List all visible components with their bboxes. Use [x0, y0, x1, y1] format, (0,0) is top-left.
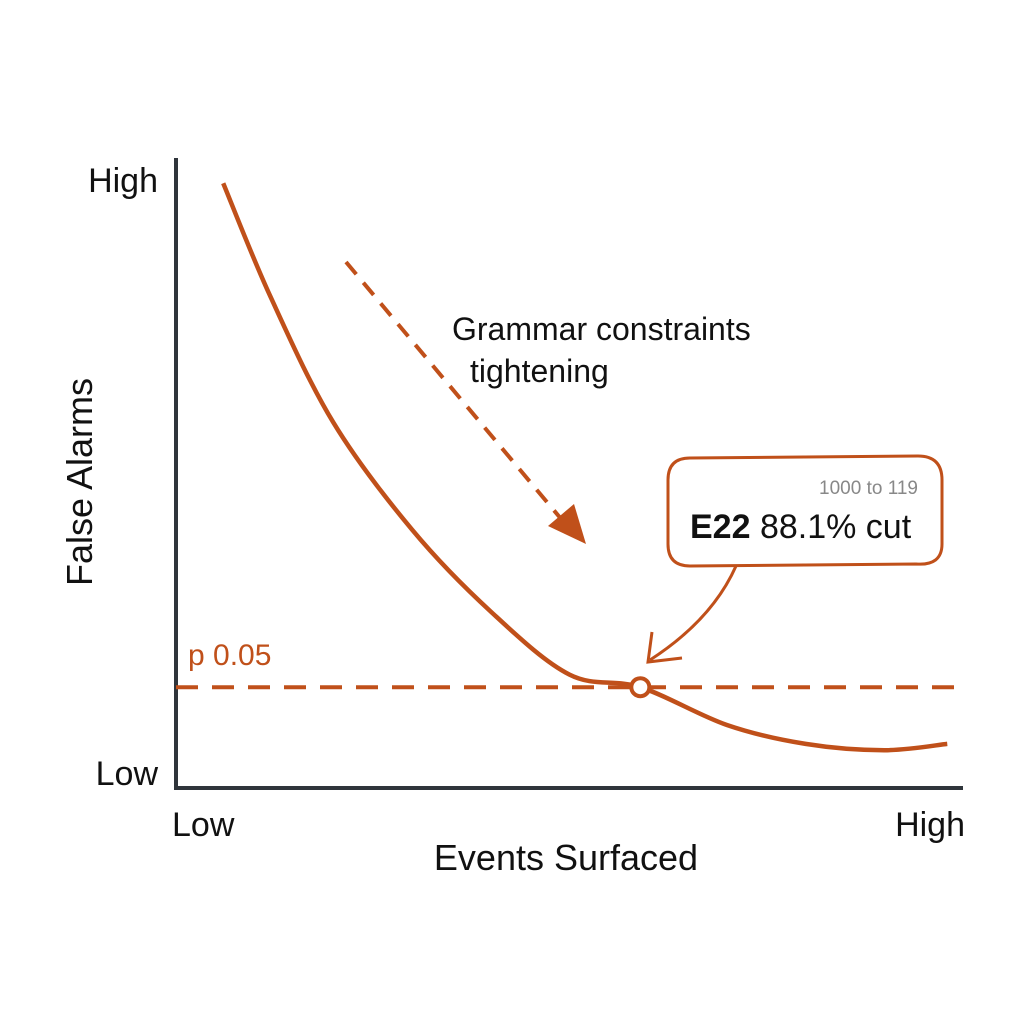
y-tick-label-low: Low — [96, 755, 159, 793]
y-axis-title: False Alarms — [59, 378, 100, 586]
series-line — [221, 182, 948, 753]
callout-pointer-head — [646, 631, 683, 664]
x-tick-label-high: High — [895, 806, 965, 844]
trend-label-line-2: tightening — [470, 353, 609, 389]
y-tick-label-high: High — [88, 162, 158, 200]
x-axis-title: Events Surfaced — [434, 837, 698, 878]
callout-pointer — [649, 565, 738, 662]
x-tick-label-low: Low — [172, 806, 235, 844]
intersection-marker — [629, 676, 652, 699]
callout-box — [666, 454, 944, 568]
callout-value: 88.1% cut — [760, 508, 912, 546]
callout-range: 1000 to 119 — [819, 478, 918, 499]
callout-text: E22 88.1% cut — [690, 508, 912, 546]
trend-label-line-1: Grammar constraints — [452, 311, 751, 347]
callout-id: E22 — [690, 508, 751, 546]
trend-arrow-head — [548, 504, 586, 544]
trend-arrow-line — [344, 260, 564, 522]
threshold-label: p 0.05 — [188, 639, 271, 672]
